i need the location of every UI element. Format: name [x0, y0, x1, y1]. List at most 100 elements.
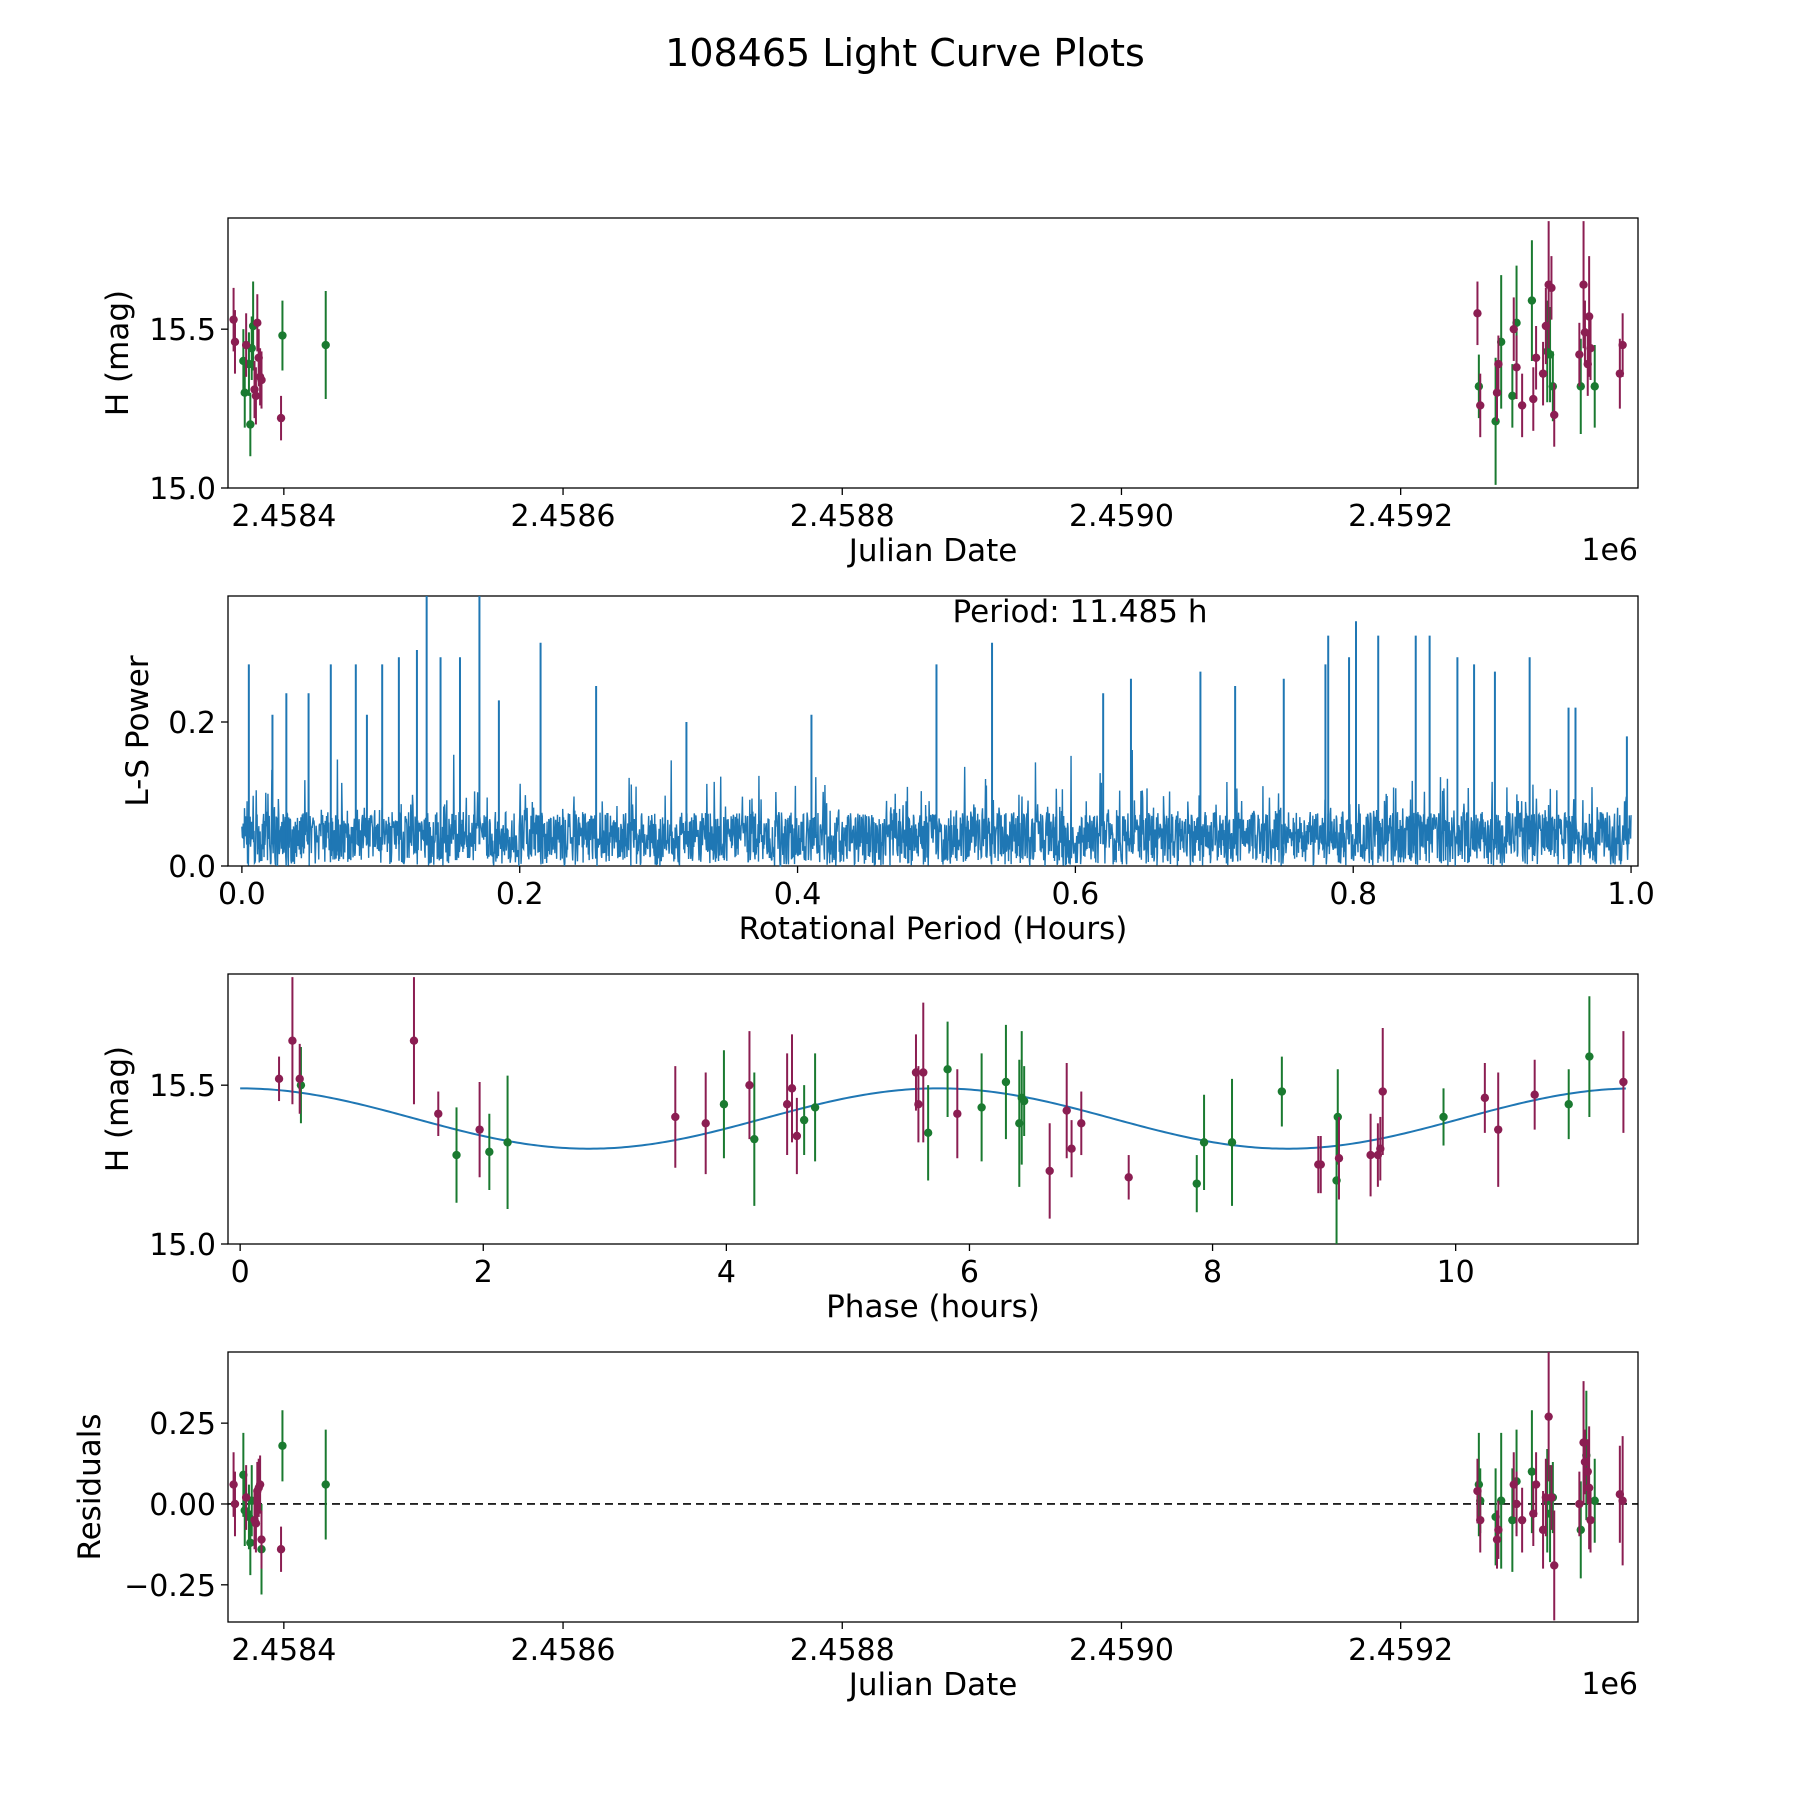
- light-curve-maroon-point: [230, 337, 240, 347]
- residuals-maroon-point: [230, 1499, 240, 1509]
- phased-maroon-point: [288, 1036, 297, 1045]
- phased-axes: [227, 973, 1639, 1245]
- phased-maroon-point: [1077, 1119, 1086, 1128]
- light-curve-ylabel: H (mag): [100, 290, 136, 416]
- residuals-xtick-label: 2.4588: [790, 1633, 895, 1668]
- residuals-ylabel: Residuals: [72, 1413, 108, 1560]
- periodogram-xtick-label: 0.0: [218, 877, 266, 912]
- light-curve-maroon-point: [1473, 309, 1482, 318]
- phased-maroon-point: [914, 1100, 923, 1109]
- periodogram-ytick-label: 0.0: [168, 850, 216, 885]
- phased-maroon-point: [434, 1109, 443, 1118]
- residuals-maroon-point: [1579, 1438, 1588, 1447]
- phased-green-point: [750, 1134, 759, 1144]
- light-curve-xlabel: Julian Date: [847, 533, 1018, 569]
- light-curve-maroon-point: [241, 340, 251, 350]
- residuals-maroon-point: [251, 1519, 261, 1528]
- phased-maroon-point: [787, 1084, 797, 1093]
- residuals-ticks: 2.4584 2.4586 2.4588 2.4590 2.4592 −0.25 0.00 0…: [124, 1407, 1453, 1668]
- phased-xtick-label: 6: [960, 1255, 979, 1290]
- phased-green-point: [1564, 1100, 1573, 1109]
- phased-green-point: [810, 1103, 820, 1112]
- periodogram-xtick-label: 0.8: [1329, 877, 1377, 912]
- light-curve-maroon-point: [1476, 401, 1485, 410]
- light-curve-maroon-point: [276, 413, 286, 423]
- periodogram-xtick-label: 0.2: [496, 877, 544, 912]
- light-curve-green-point: [1508, 391, 1517, 401]
- residuals-maroon-point: [1550, 1561, 1559, 1570]
- phased-maroon-point: [274, 1074, 284, 1084]
- light-curve-data: [229, 221, 1627, 485]
- phased-maroon-point: [1530, 1090, 1539, 1099]
- phased-maroon-point: [1062, 1106, 1071, 1115]
- phased-maroon-point: [1378, 1087, 1387, 1096]
- phased-maroon-point: [1480, 1093, 1490, 1103]
- residuals-maroon-point: [1492, 1535, 1502, 1544]
- phased-xtick-label: 4: [717, 1255, 736, 1290]
- phased-green-point: [943, 1065, 952, 1074]
- phased-green-point: [1019, 1096, 1029, 1106]
- phased-maroon-point: [1619, 1077, 1628, 1087]
- residuals-green-point: [1508, 1515, 1517, 1525]
- phased-green-point: [1277, 1087, 1287, 1096]
- phased-green-point: [503, 1138, 512, 1147]
- phased-green-point: [452, 1150, 461, 1160]
- phased-ticks: 0 2 4 6 8 10 15.0 15.5: [149, 1069, 1475, 1290]
- residuals-green-point: [246, 1538, 255, 1547]
- residuals-xtick-label: 2.4590: [1069, 1633, 1174, 1668]
- light-curve-maroon-point: [253, 318, 262, 328]
- phased-ylabel: H (mag): [100, 1046, 136, 1172]
- residuals-maroon-point: [276, 1545, 286, 1554]
- light-curve-ticks: 2.4584 2.4586 2.4588 2.4590 2.4592 15.0 15.5: [149, 313, 1453, 534]
- phased-green-point: [1333, 1112, 1342, 1122]
- phased-maroon-point: [409, 1036, 419, 1045]
- residuals-green-point: [1527, 1467, 1537, 1476]
- residuals-maroon-point: [1517, 1515, 1527, 1525]
- light-curve-xtick-label: 2.4584: [231, 499, 336, 534]
- light-curve-maroon-point: [1509, 324, 1518, 334]
- phased-green-point: [1439, 1112, 1448, 1122]
- phased-maroon-point: [1334, 1154, 1344, 1163]
- light-curve-maroon-point: [1579, 280, 1588, 289]
- phased-maroon-point: [1067, 1144, 1076, 1153]
- phased-green-point: [1001, 1077, 1011, 1087]
- phased-xtick-label: 0: [231, 1255, 250, 1290]
- residuals-green-point: [321, 1480, 330, 1489]
- light-curve-maroon-point: [1529, 394, 1538, 404]
- panel-periodogram: 0.0 0.2 0.4 0.6 0.8 1.0 0.0 0.2 Period: 11.485 …: [120, 594, 1655, 947]
- light-curve-maroon-point: [251, 391, 261, 401]
- phased-ytick-label: 15.5: [149, 1069, 216, 1104]
- residuals-data: [228, 1352, 1638, 1621]
- light-curve-maroon-point: [1584, 312, 1594, 321]
- residuals-maroon-point: [1494, 1525, 1503, 1535]
- period-annotation: Period: 11.485 h: [953, 594, 1208, 630]
- phased-maroon-point: [782, 1100, 792, 1109]
- phased-maroon-point: [792, 1131, 802, 1141]
- phased-xtick-label: 10: [1437, 1255, 1475, 1290]
- periodogram-power-line: [241, 749, 1632, 867]
- residuals-maroon-point: [255, 1480, 265, 1489]
- panel-residuals: 2.4584 2.4586 2.4588 2.4590 2.4592 −0.25 0.00 0…: [72, 1351, 1639, 1703]
- periodogram-xtick-label: 1.0: [1607, 877, 1655, 912]
- phased-maroon-point: [953, 1109, 962, 1118]
- residuals-axes: [227, 1351, 1639, 1623]
- periodogram-axes: [227, 595, 1639, 867]
- phased-maroon-point: [1124, 1173, 1133, 1182]
- residuals-xtick-label: 2.4586: [511, 1633, 616, 1668]
- periodogram-ylabel: L-S Power: [120, 655, 156, 806]
- phased-model-curve: [240, 1087, 1626, 1150]
- phased-ytick-label: 15.0: [149, 1228, 216, 1263]
- figure-title: 108465 Light Curve Plots: [665, 31, 1145, 75]
- phased-points: [274, 977, 1628, 1244]
- light-curve-points: [229, 221, 1627, 485]
- light-curve-green-point: [321, 340, 330, 350]
- phased-maroon-point: [1366, 1150, 1375, 1160]
- periodogram-ticks: 0.0 0.2 0.4 0.6 0.8 1.0 0.0 0.2: [168, 706, 1655, 912]
- phased-xtick-label: 2: [474, 1255, 493, 1290]
- residuals-maroon-point: [229, 1480, 238, 1489]
- light-curve-maroon-point: [1512, 363, 1521, 372]
- residuals-x-offset: 1e6: [1581, 1667, 1638, 1702]
- light-curve-green-point: [1491, 417, 1500, 426]
- panel-phased: 0 2 4 6 8 10 15.0 15.5 Phase (hours) H (mag): [100, 973, 1639, 1325]
